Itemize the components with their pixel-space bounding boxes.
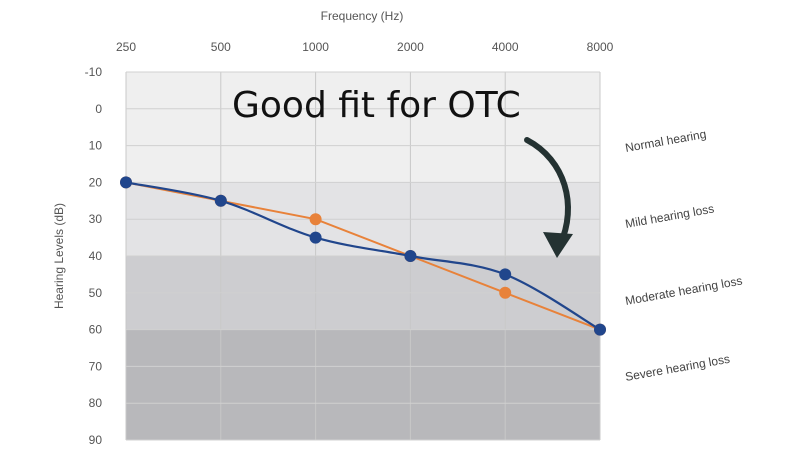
band-label: Mild hearing loss <box>624 202 715 231</box>
y-tick-label: 20 <box>89 175 103 189</box>
y-tick-label: -10 <box>85 65 103 79</box>
y-tick-label: 30 <box>89 212 103 226</box>
series-0-point <box>499 286 512 299</box>
series-1-point <box>404 250 417 262</box>
band-labels: Normal hearing Mild hearing loss Moderate … <box>624 127 743 384</box>
x-tick-label: 1000 <box>302 40 329 54</box>
band-label: Normal hearing <box>624 127 707 155</box>
x-tick-labels: 250 500 1000 2000 4000 8000 <box>116 40 614 54</box>
x-tick-label: 8000 <box>587 40 614 54</box>
band-0 <box>126 72 600 183</box>
y-tick-label: 50 <box>89 286 103 300</box>
y-tick-label: 80 <box>89 396 103 410</box>
band-label: Moderate hearing loss <box>624 274 743 308</box>
series-lines <box>120 176 606 336</box>
series-line-1 <box>125 181 601 331</box>
annotation-arrowhead-icon <box>543 232 573 258</box>
band-label: Severe hearing loss <box>624 352 731 384</box>
y-tick-labels: -10 0 10 20 30 40 50 60 70 80 90 <box>85 65 103 447</box>
y-tick-label: 70 <box>89 359 103 373</box>
x-tick-label: 250 <box>116 40 136 54</box>
series-1-point <box>214 194 227 207</box>
series-1-point <box>594 323 606 336</box>
x-tick-label: 2000 <box>397 40 424 54</box>
y-tick-label: 90 <box>89 433 103 447</box>
band-3 <box>126 329 600 440</box>
y-tick-label: 40 <box>89 249 103 263</box>
y-tick-label: 0 <box>95 102 102 116</box>
y-axis-label: Hearing Levels (dB) <box>52 203 66 309</box>
grid-lines <box>125 71 601 441</box>
y-tick-label: 60 <box>89 323 103 337</box>
y-tick-label: 10 <box>89 139 103 153</box>
series-1-point <box>309 231 322 244</box>
x-tick-label: 500 <box>211 40 231 54</box>
x-tick-label: 4000 <box>492 40 519 54</box>
series-1-point <box>499 268 512 281</box>
series-0-point <box>309 213 322 226</box>
series-1-point <box>120 176 132 189</box>
x-axis-label: Frequency (Hz) <box>321 9 404 23</box>
annotation-arrow-icon <box>524 137 571 248</box>
annotation-headline: Good fit for OTC <box>232 85 521 126</box>
